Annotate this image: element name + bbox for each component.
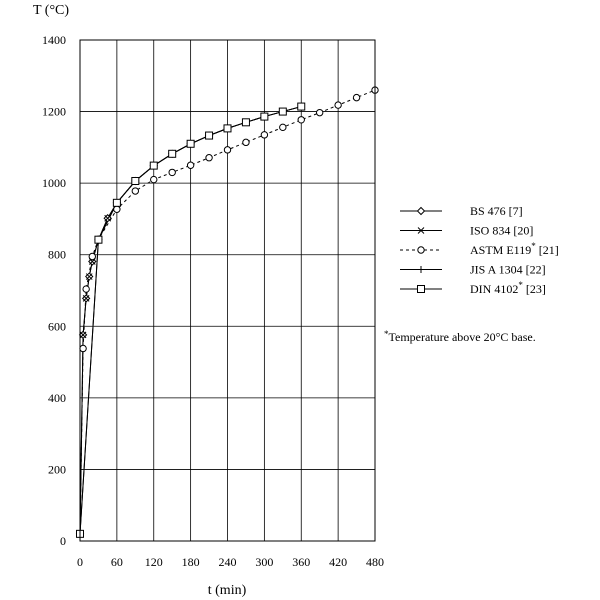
- gridlines: [80, 40, 375, 541]
- x-tick-label: 0: [77, 555, 83, 569]
- tick-labels: 0 60 120 180 240 300 360 420 480 0 200 400 600 800 100…: [42, 33, 384, 569]
- data-point-2: [85, 273, 93, 280]
- data-point-3: [205, 154, 213, 162]
- x-tick-label: 60: [111, 555, 123, 569]
- data-point-5: [260, 112, 269, 121]
- y-tick-label: 800: [48, 248, 66, 262]
- data-point-3: [131, 187, 140, 195]
- x-tick-label: 420: [329, 555, 347, 569]
- x-tick-label: 180: [182, 555, 200, 569]
- x-tick-label: 480: [366, 555, 384, 569]
- y-axis-title: T (°C): [33, 3, 69, 18]
- data-point-5: [131, 176, 140, 185]
- data-point-5: [94, 235, 103, 244]
- legend: BS 476 [7] ISO 834 [20] ASTM E119* [21] JIS…: [400, 204, 559, 296]
- data-point-5: [241, 118, 250, 127]
- data-point-3: [113, 205, 121, 213]
- legend-swatch-marker: [417, 246, 425, 254]
- legend-item: BS 476 [7]: [400, 204, 523, 218]
- data-point-3: [260, 131, 269, 139]
- data-point-3: [223, 146, 232, 154]
- legend-item: ISO 834 [20]: [400, 224, 533, 238]
- y-tick-label: 0: [60, 534, 66, 548]
- data-point-2: [82, 295, 90, 302]
- data-point-3: [242, 138, 250, 147]
- x-tick-label: 240: [219, 555, 237, 569]
- data-point-5: [297, 102, 306, 111]
- y-tick-label: 1200: [42, 105, 66, 119]
- y-tick-label: 1400: [42, 33, 66, 47]
- plot-frame: [79, 39, 376, 542]
- data-point-3: [315, 108, 324, 117]
- data-point-5: [205, 131, 214, 140]
- data-point-5: [149, 161, 158, 170]
- legend-label: BS 476 [7]: [470, 204, 523, 218]
- data-point-3: [186, 161, 195, 169]
- data-point-5: [223, 124, 232, 133]
- x-tick-label: 300: [255, 555, 273, 569]
- legend-swatch-marker: [417, 285, 425, 293]
- y-tick-label: 200: [48, 462, 66, 476]
- legend-label: ASTM E119* [21]: [470, 241, 559, 257]
- data-point-3: [88, 252, 96, 261]
- legend-label: JIS A 1304 [22]: [470, 263, 546, 277]
- data-point-3: [150, 175, 158, 184]
- data-point-2: [79, 331, 87, 339]
- data-point-3: [352, 93, 361, 102]
- y-tick-label: 400: [48, 391, 66, 405]
- data-point-3: [82, 285, 90, 293]
- data-point-2: [104, 214, 112, 222]
- data-point-3: [79, 344, 87, 353]
- data-point-5: [168, 149, 177, 158]
- data-point-5: [112, 198, 121, 207]
- data-point-3: [297, 116, 305, 124]
- y-tick-label: 1000: [42, 176, 66, 190]
- legend-label: DIN 4102* [23]: [470, 280, 546, 296]
- y-tick-label: 600: [48, 319, 66, 333]
- legend-label: ISO 834 [20]: [470, 224, 533, 238]
- legend-swatch-marker: [417, 227, 425, 234]
- legend-item: JIS A 1304 [22]: [400, 263, 546, 277]
- legend-item: DIN 4102* [23]: [400, 280, 546, 296]
- data-point-5: [278, 107, 287, 116]
- legend-swatch-marker: [416, 206, 426, 216]
- x-axis-title: t (min): [208, 583, 247, 598]
- legend-swatch-marker: [417, 266, 425, 273]
- x-tick-label: 360: [292, 555, 310, 569]
- data-point-3: [168, 168, 176, 177]
- data-point-5: [186, 139, 195, 148]
- data-point-3: [279, 123, 287, 132]
- data-point-3: [334, 101, 342, 109]
- legend-item: ASTM E119* [21]: [400, 241, 559, 257]
- footnote-text: *Temperature above 20°C base.: [384, 329, 536, 344]
- footnote: *Temperature above 20°C base.: [384, 329, 536, 344]
- series-markers: [75, 86, 379, 539]
- x-tick-label: 120: [145, 555, 163, 569]
